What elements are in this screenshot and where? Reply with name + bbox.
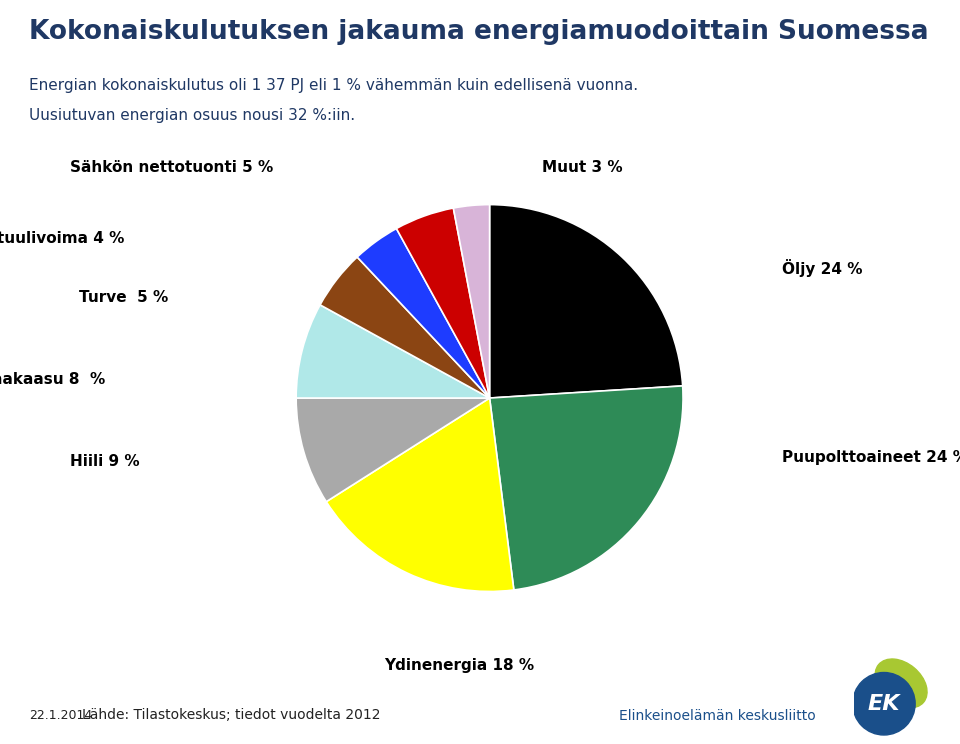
Wedge shape xyxy=(326,398,514,591)
Text: Energian kokonaiskulutus oli 1 37 PJ eli 1 % vähemmän kuin edellisenä vuonna.: Energian kokonaiskulutus oli 1 37 PJ eli… xyxy=(29,78,638,93)
Wedge shape xyxy=(490,386,683,590)
Text: Ydinenergia 18 %: Ydinenergia 18 % xyxy=(384,658,534,673)
Text: Vesi- ja tuulivoima 4 %: Vesi- ja tuulivoima 4 % xyxy=(0,231,125,246)
Text: Öljy 24 %: Öljy 24 % xyxy=(782,259,863,277)
Text: Puupolttoaineet 24 %: Puupolttoaineet 24 % xyxy=(782,450,960,465)
Text: Sähkön nettotuonti 5 %: Sähkön nettotuonti 5 % xyxy=(70,160,274,175)
Wedge shape xyxy=(296,305,490,398)
Text: Kokonaiskulutuksen jakauma energiamuodoittain Suomessa: Kokonaiskulutuksen jakauma energiamuodoi… xyxy=(29,19,928,45)
Text: 22.1.2014: 22.1.2014 xyxy=(29,709,92,722)
Text: EK: EK xyxy=(868,693,900,713)
Text: Lähde: Tilastokeskus; tiedot vuodelta 2012: Lähde: Tilastokeskus; tiedot vuodelta 20… xyxy=(82,708,380,722)
Circle shape xyxy=(852,673,915,735)
Text: Turve  5 %: Turve 5 % xyxy=(79,290,168,305)
Wedge shape xyxy=(296,398,490,501)
Wedge shape xyxy=(490,205,683,398)
Text: Hiili 9 %: Hiili 9 % xyxy=(69,454,139,469)
Text: Elinkeinoelämän keskusliitto: Elinkeinoelämän keskusliitto xyxy=(619,709,816,723)
Text: Maakaasu 8  %: Maakaasu 8 % xyxy=(0,372,106,387)
Wedge shape xyxy=(396,208,490,398)
Text: Muut 3 %: Muut 3 % xyxy=(542,160,623,175)
Text: Uusiutuvan energian osuus nousi 32 %:iin.: Uusiutuvan energian osuus nousi 32 %:iin… xyxy=(29,108,355,123)
Wedge shape xyxy=(357,228,490,398)
Wedge shape xyxy=(320,257,490,398)
Wedge shape xyxy=(453,205,490,398)
Ellipse shape xyxy=(876,659,927,708)
